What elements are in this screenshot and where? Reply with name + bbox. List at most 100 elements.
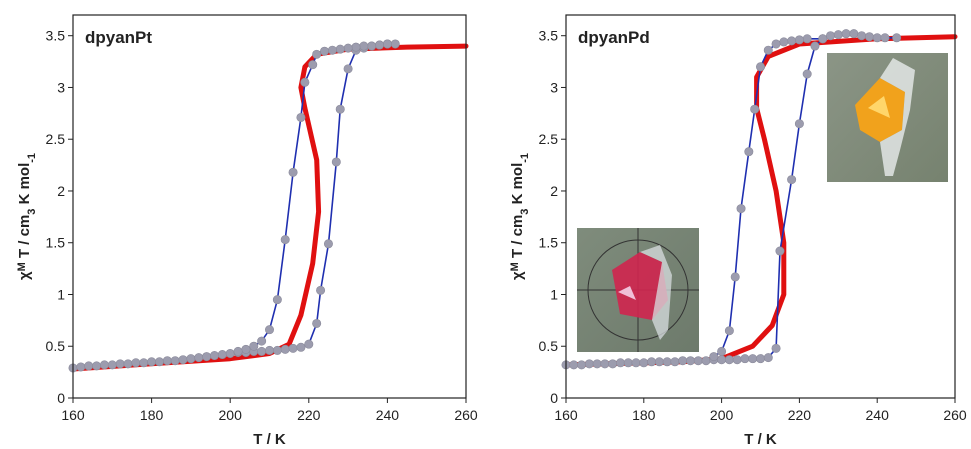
y-tick-label: 2 bbox=[57, 183, 65, 199]
data-point bbox=[678, 356, 688, 366]
data-point bbox=[771, 39, 781, 49]
x-tick-label: 240 bbox=[866, 407, 890, 423]
x-tick-label: 260 bbox=[454, 407, 478, 423]
data-point bbox=[288, 343, 298, 353]
y-tick-label: 0 bbox=[57, 390, 65, 406]
data-point bbox=[701, 356, 711, 366]
x-tick-label: 220 bbox=[788, 407, 812, 423]
data-point bbox=[115, 359, 125, 369]
data-point bbox=[584, 359, 594, 369]
data-point bbox=[662, 357, 672, 367]
data-point bbox=[736, 204, 746, 214]
y-tick-label: 3.5 bbox=[539, 28, 559, 44]
data-point bbox=[272, 345, 282, 355]
data-point bbox=[608, 359, 618, 369]
data-point bbox=[272, 295, 282, 305]
data-point bbox=[123, 359, 133, 369]
crystal-photo-yellow bbox=[827, 53, 948, 182]
crystal-photo-red bbox=[577, 228, 699, 352]
data-point bbox=[892, 33, 902, 43]
data-point bbox=[147, 357, 157, 367]
y-tick-label: 0 bbox=[550, 390, 558, 406]
data-point bbox=[131, 358, 141, 368]
panel-front: 0 0.5 1 1.5 2 2.5 3 3.5 160 180 200 220 240 260 dpyanP… bbox=[509, 14, 967, 448]
panel bbox=[68, 39, 469, 373]
data-point bbox=[92, 361, 102, 371]
data-point bbox=[304, 339, 314, 349]
data-point bbox=[740, 354, 750, 364]
y-axis-label-part: -1 bbox=[26, 153, 38, 163]
data-point bbox=[280, 235, 290, 245]
fit-curve bbox=[70, 43, 469, 372]
data-line bbox=[713, 38, 824, 358]
data-point bbox=[600, 359, 610, 369]
data-point bbox=[331, 157, 341, 167]
y-tick-label: 2.5 bbox=[539, 131, 559, 147]
data-point bbox=[343, 64, 353, 74]
photo-insets bbox=[577, 53, 948, 352]
x-tick-label: 240 bbox=[376, 407, 400, 423]
x-tick-label: 160 bbox=[61, 407, 85, 423]
data-point bbox=[202, 352, 212, 362]
data-point bbox=[577, 360, 587, 370]
data-point bbox=[592, 359, 602, 369]
data-point bbox=[375, 40, 385, 50]
x-tick-label: 200 bbox=[219, 407, 243, 423]
data-line bbox=[72, 43, 389, 369]
data-point bbox=[139, 358, 149, 368]
data-point bbox=[351, 42, 361, 52]
data-point bbox=[631, 358, 641, 368]
data-point bbox=[335, 104, 345, 114]
data-point bbox=[569, 360, 579, 370]
data-point bbox=[264, 345, 274, 355]
y-tick-label: 0.5 bbox=[46, 338, 66, 354]
y-axis-label-part: T / cm bbox=[16, 215, 33, 263]
x-tick-label: 160 bbox=[554, 407, 578, 423]
data-point bbox=[724, 355, 734, 365]
data-point bbox=[750, 104, 760, 114]
y-tick-label: 0.5 bbox=[539, 338, 559, 354]
y-axis-label-part: K mol bbox=[16, 163, 33, 209]
data-point bbox=[779, 37, 789, 47]
data-point bbox=[763, 353, 773, 363]
data-point bbox=[639, 358, 649, 368]
data-point bbox=[730, 272, 740, 282]
y-axis-label-part: χ bbox=[16, 271, 33, 280]
data-point bbox=[833, 30, 843, 40]
data-point bbox=[880, 33, 890, 43]
data-point bbox=[826, 31, 836, 41]
data-point bbox=[312, 49, 322, 59]
data-point bbox=[257, 346, 267, 356]
data-point bbox=[320, 46, 330, 56]
y-tick-label: 3 bbox=[57, 79, 65, 95]
data-point bbox=[390, 39, 400, 49]
data-point bbox=[748, 354, 758, 364]
panel-title: dpyanPd bbox=[578, 28, 650, 47]
data-point bbox=[717, 346, 727, 356]
data-point bbox=[323, 239, 333, 249]
data-point bbox=[744, 147, 754, 157]
y-tick-label: 2 bbox=[550, 183, 558, 199]
data-point bbox=[755, 354, 765, 364]
data-point bbox=[154, 357, 164, 367]
y-axis-label-part: 3 bbox=[26, 209, 38, 215]
data-point bbox=[771, 343, 781, 353]
data-point bbox=[367, 41, 377, 51]
data-point bbox=[864, 32, 874, 42]
data-point bbox=[670, 357, 680, 367]
plot-frame bbox=[565, 14, 956, 399]
data-point bbox=[615, 358, 625, 368]
y-axis-label: χM T / cm3 K mol-1 bbox=[16, 153, 38, 280]
data-point bbox=[249, 341, 259, 351]
data-point bbox=[382, 39, 392, 49]
y-tick-label: 1 bbox=[57, 286, 65, 302]
y-axis-label-part: χ bbox=[509, 271, 526, 280]
data-point bbox=[225, 348, 235, 358]
y-axis-label: χM T / cm3 K mol-1 bbox=[509, 153, 531, 280]
y-tick-label: 1 bbox=[550, 286, 558, 302]
data-point bbox=[841, 29, 851, 39]
data-point bbox=[300, 77, 310, 87]
y-axis-label-part: 3 bbox=[519, 209, 531, 215]
data-point bbox=[732, 355, 742, 365]
x-tick-label: 220 bbox=[297, 407, 321, 423]
